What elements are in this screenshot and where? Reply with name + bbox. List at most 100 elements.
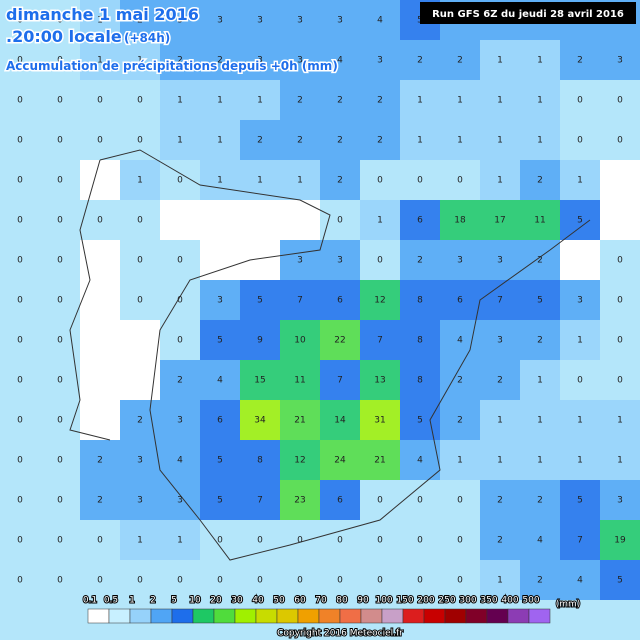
land-cell [600,160,640,200]
cell-value: 0 [137,216,143,226]
precip-cell [400,240,440,280]
cell-value: 0 [377,496,383,506]
cell-value: 0 [57,136,63,146]
precip-cell [520,560,560,600]
cell-value: 3 [337,256,343,266]
cell-value: 0 [97,96,103,106]
cell-value: 1 [137,176,143,186]
legend-swatch [87,608,110,624]
cell-value: 7 [337,376,343,386]
cell-value: 0 [257,576,263,586]
legend-swatch [402,608,425,624]
cell-value: 0 [417,576,423,586]
legend-label: 10 [189,596,201,606]
cell-value: 0 [57,576,63,586]
precip-cell [400,400,440,440]
cell-value: 2 [337,136,343,146]
cell-value: 1 [257,176,263,186]
precip-cell [560,280,600,320]
cell-value: 0 [297,576,303,586]
cell-value: 2 [417,256,423,266]
cell-value: 0 [137,96,143,106]
cell-value: 0 [337,216,343,226]
cell-value: 0 [57,456,63,466]
cell-value: 0 [17,376,23,386]
precip-cell [520,280,560,320]
cell-value: 1 [537,416,543,426]
precip-cell [160,120,200,160]
cell-value: 0 [17,176,23,186]
precip-cell [200,440,240,480]
legend-label: 50 [273,596,285,606]
precip-cell [400,320,440,360]
precip-cell [320,480,360,520]
legend-swatch [507,608,530,624]
cell-value: 0 [617,256,623,266]
precip-cell [120,160,160,200]
cell-value: 5 [417,416,423,426]
precip-cell [120,0,160,40]
cell-value: 7 [297,296,303,306]
precip-cell [80,480,120,520]
cell-value: 3 [257,16,263,26]
cell-value: 0 [617,96,623,106]
cell-value: 1 [217,176,223,186]
cell-value: 2 [97,496,103,506]
cell-value: 1 [497,136,503,146]
cell-value: 0 [337,576,343,586]
precip-cell [200,480,240,520]
cell-value: 0 [417,496,423,506]
precip-cell [280,160,320,200]
precip-cell [240,40,280,80]
cell-value: 5 [257,296,263,306]
legend-swatch [150,608,173,624]
legend-label: 70 [315,596,327,606]
cell-value: 1 [577,336,583,346]
cell-value: 2 [457,416,463,426]
legend-swatch [528,608,551,624]
cell-value: 0 [577,136,583,146]
cell-value: 1 [457,96,463,106]
cell-value: 21 [374,456,385,466]
cell-value: 4 [377,16,383,26]
cell-value: 4 [417,456,423,466]
precip-cell [480,200,520,240]
precip-cell [400,80,440,120]
precip-cell [480,80,520,120]
precip-cell [320,0,360,40]
precip-cell [480,560,520,600]
cell-value: 0 [617,136,623,146]
cell-value: 4 [457,336,463,346]
cell-value: 0 [457,536,463,546]
precip-cell [480,480,520,520]
precip-cell [560,320,600,360]
precip-cell [520,200,560,240]
cell-value: 0 [57,96,63,106]
land-cell [240,240,280,280]
precip-cell [360,0,400,40]
legend-swatch [234,608,257,624]
precip-cell [600,560,640,600]
legend-swatch [192,608,215,624]
legend-label: 500 [522,596,539,606]
cell-value: 2 [217,56,223,66]
run-box [420,2,636,24]
legend-label: 100 [375,596,392,606]
cell-value: 1 [177,136,183,146]
legend-swatch [486,608,509,624]
legend-label: 80 [336,596,348,606]
cell-value: 0 [17,336,23,346]
cell-value: 0 [57,56,63,66]
precip-cell [400,280,440,320]
precip-cell [160,520,200,560]
precip-cell [240,480,280,520]
cell-value: 4 [337,56,343,66]
cell-value: 2 [177,376,183,386]
cell-value: 1 [537,456,543,466]
cell-value: 9 [257,336,263,346]
cell-value: 0 [57,416,63,426]
cell-value: 0 [577,376,583,386]
cell-value: 5 [217,336,223,346]
precip-cell [320,320,360,360]
cell-value: 0 [137,296,143,306]
